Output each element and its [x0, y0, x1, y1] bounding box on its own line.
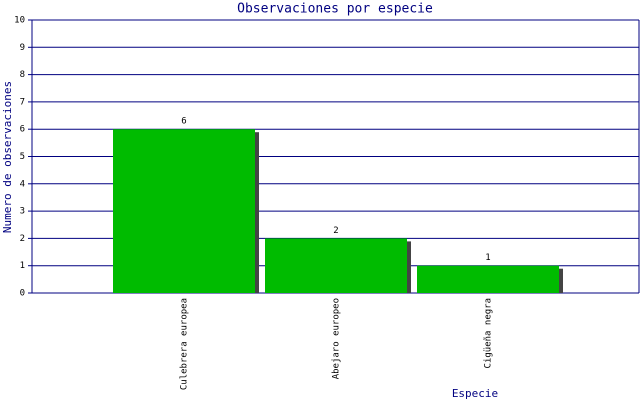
y-tick-label: 4 [20, 179, 25, 189]
value-label: 1 [485, 253, 490, 263]
bar-shadow [559, 268, 563, 293]
y-tick-label: 9 [20, 43, 25, 53]
y-tick-label: 6 [20, 125, 25, 135]
x-tick-label: Culebrera europea [180, 298, 190, 390]
y-axis-title: Numero de observaciones [1, 81, 14, 233]
y-tick-label: 3 [20, 207, 25, 217]
chart-title: Observaciones por especie [237, 2, 433, 17]
bar-shadow [407, 241, 411, 293]
y-tick-label: 10 [14, 16, 25, 26]
y-tick-label: 8 [20, 70, 25, 80]
x-axis-title: Especie [452, 387, 498, 400]
y-tick-label: 5 [20, 152, 25, 162]
value-label: 6 [181, 117, 186, 127]
y-tick-label: 1 [20, 261, 25, 271]
value-label: 2 [333, 226, 338, 236]
y-tick-label: 0 [20, 289, 25, 299]
x-tick-label: Abejaro europeo [332, 298, 342, 379]
bar [265, 238, 407, 293]
bar [417, 265, 559, 293]
x-tick-label: Cigüeña negra [484, 298, 494, 368]
bar [113, 129, 255, 293]
y-tick-label: 7 [20, 97, 25, 107]
bar-shadow [255, 132, 259, 293]
y-tick-label: 2 [20, 234, 25, 244]
